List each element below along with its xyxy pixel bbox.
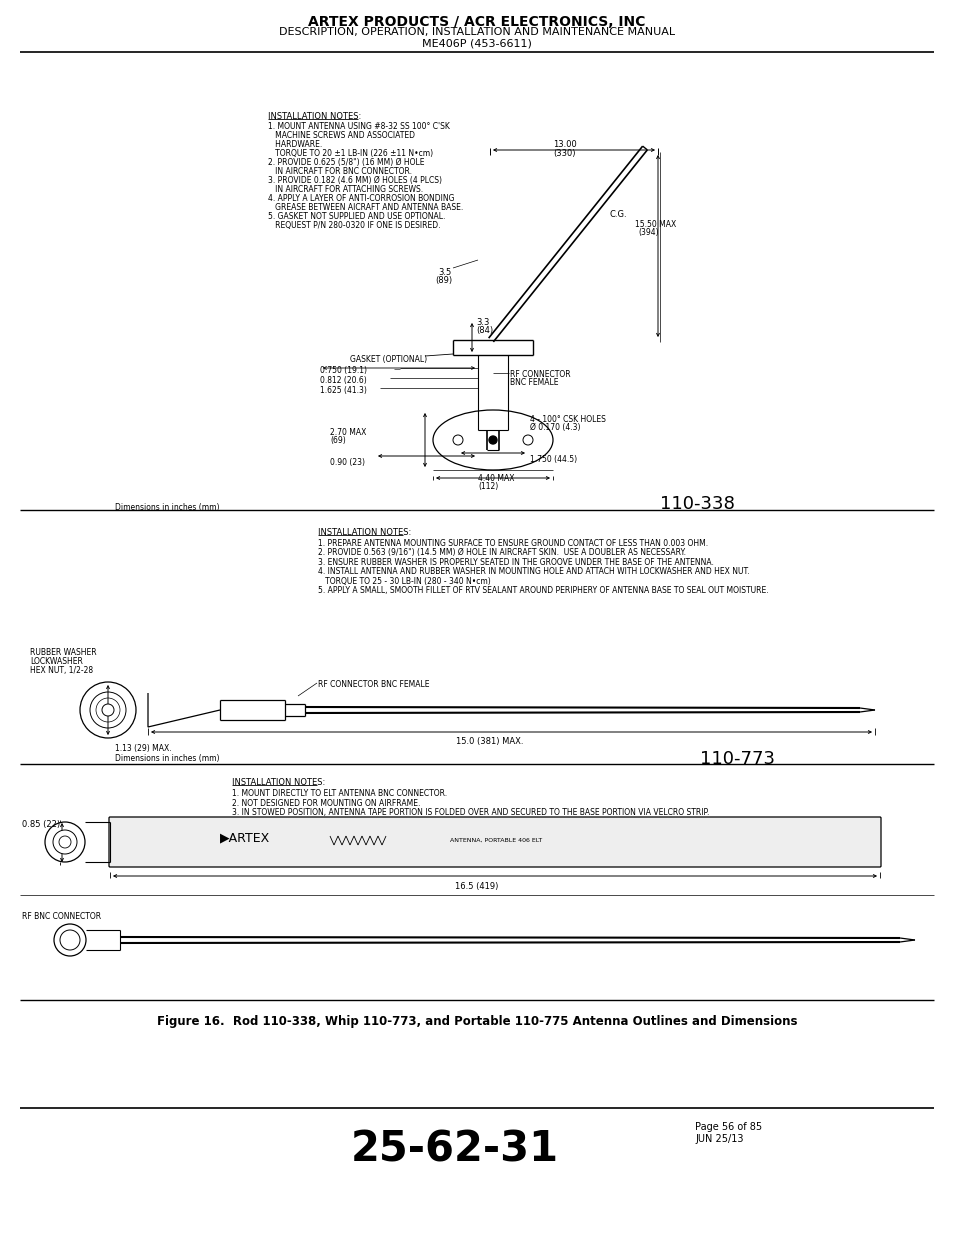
Circle shape xyxy=(45,823,85,862)
Text: JUN 25/13: JUN 25/13 xyxy=(695,1134,742,1144)
Circle shape xyxy=(522,435,533,445)
Text: 2.70 MAX: 2.70 MAX xyxy=(330,429,366,437)
Text: 16.5 (419): 16.5 (419) xyxy=(455,882,498,890)
Text: 4.40 MAX: 4.40 MAX xyxy=(477,474,514,483)
Text: 13.00: 13.00 xyxy=(553,140,577,149)
Text: (89): (89) xyxy=(435,275,452,285)
Text: 2. PROVIDE 0.563 (9/16") (14.5 MM) Ø HOLE IN AIRCRAFT SKIN.  USE A DOUBLER AS NE: 2. PROVIDE 0.563 (9/16") (14.5 MM) Ø HOL… xyxy=(317,548,685,557)
Text: (330): (330) xyxy=(553,149,576,158)
Text: Page 56 of 85: Page 56 of 85 xyxy=(695,1123,761,1132)
Text: Dimensions in inches (mm): Dimensions in inches (mm) xyxy=(115,503,219,513)
Text: INSTALLATION NOTES:: INSTALLATION NOTES: xyxy=(317,529,411,537)
Text: REQUEST P/N 280-0320 IF ONE IS DESIRED.: REQUEST P/N 280-0320 IF ONE IS DESIRED. xyxy=(268,221,440,230)
Text: RF CONNECTOR BNC FEMALE: RF CONNECTOR BNC FEMALE xyxy=(317,680,429,689)
Text: HARDWARE.: HARDWARE. xyxy=(268,140,322,149)
Circle shape xyxy=(53,830,77,853)
Text: 0.750 (19.1): 0.750 (19.1) xyxy=(319,366,367,375)
FancyBboxPatch shape xyxy=(109,818,880,867)
Text: INSTALLATION NOTES:: INSTALLATION NOTES: xyxy=(232,778,325,787)
Circle shape xyxy=(90,692,126,727)
Circle shape xyxy=(102,704,113,716)
Ellipse shape xyxy=(433,410,553,471)
Text: ▶ARTEX: ▶ARTEX xyxy=(220,831,270,845)
Text: 0.812 (20.6): 0.812 (20.6) xyxy=(319,375,366,385)
Text: 1. PREPARE ANTENNA MOUNTING SURFACE TO ENSURE GROUND CONTACT OF LESS THAN 0.003 : 1. PREPARE ANTENNA MOUNTING SURFACE TO E… xyxy=(317,538,707,548)
Text: DESCRIPTION, OPERATION, INSTALLATION AND MAINTENANCE MANUAL: DESCRIPTION, OPERATION, INSTALLATION AND… xyxy=(278,27,675,37)
Text: 4. INSTALL ANTENNA AND RUBBER WASHER IN MOUNTING HOLE AND ATTACH WITH LOCKWASHER: 4. INSTALL ANTENNA AND RUBBER WASHER IN … xyxy=(317,568,749,577)
Text: 5. GASKET NOT SUPPLIED AND USE OPTIONAL.: 5. GASKET NOT SUPPLIED AND USE OPTIONAL. xyxy=(268,212,445,221)
Text: HEX NUT, 1/2-28: HEX NUT, 1/2-28 xyxy=(30,666,93,676)
Circle shape xyxy=(96,698,120,722)
Circle shape xyxy=(60,930,80,950)
Text: (69): (69) xyxy=(330,436,345,445)
Text: TORQUE TO 25 - 30 LB-IN (280 - 340 N•cm): TORQUE TO 25 - 30 LB-IN (280 - 340 N•cm) xyxy=(317,577,490,585)
Circle shape xyxy=(59,836,71,848)
Text: Ø 0.170 (4.3): Ø 0.170 (4.3) xyxy=(530,424,579,432)
Text: TORQUE TO 20 ±1 LB-IN (226 ±11 N•cm): TORQUE TO 20 ±1 LB-IN (226 ±11 N•cm) xyxy=(268,149,433,158)
Text: 3. IN STOWED POSITION, ANTENNA TAPE PORTION IS FOLDED OVER AND SECURED TO THE BA: 3. IN STOWED POSITION, ANTENNA TAPE PORT… xyxy=(232,808,709,818)
Text: LOCKWASHER: LOCKWASHER xyxy=(30,657,83,666)
Text: 110-773: 110-773 xyxy=(700,750,774,768)
Text: GASKET (OPTIONAL): GASKET (OPTIONAL) xyxy=(350,354,427,364)
Circle shape xyxy=(489,436,497,445)
Text: 4 - 100° CSK HOLES: 4 - 100° CSK HOLES xyxy=(530,415,605,424)
Text: ANTENNA, PORTABLE 406 ELT: ANTENNA, PORTABLE 406 ELT xyxy=(450,837,541,842)
Circle shape xyxy=(54,924,86,956)
Text: RUBBER WASHER: RUBBER WASHER xyxy=(30,648,96,657)
Text: 1.625 (41.3): 1.625 (41.3) xyxy=(319,387,367,395)
Text: 3. ENSURE RUBBER WASHER IS PROPERLY SEATED IN THE GROOVE UNDER THE BASE OF THE A: 3. ENSURE RUBBER WASHER IS PROPERLY SEAT… xyxy=(317,558,713,567)
Text: ARTEX PRODUCTS / ACR ELECTRONICS, INC: ARTEX PRODUCTS / ACR ELECTRONICS, INC xyxy=(308,15,645,28)
Text: (84): (84) xyxy=(476,326,493,335)
Text: 2. PROVIDE 0.625 (5/8") (16 MM) Ø HOLE: 2. PROVIDE 0.625 (5/8") (16 MM) Ø HOLE xyxy=(268,158,424,167)
Text: MACHINE SCREWS AND ASSOCIATED: MACHINE SCREWS AND ASSOCIATED xyxy=(268,131,415,140)
Text: RF CONNECTOR: RF CONNECTOR xyxy=(510,370,570,379)
Text: 0.85 (22): 0.85 (22) xyxy=(22,820,60,829)
Text: INSTALLATION NOTES:: INSTALLATION NOTES: xyxy=(268,112,361,121)
Text: 3.3: 3.3 xyxy=(476,317,489,327)
Text: (112): (112) xyxy=(477,482,497,492)
Text: IN AIRCRAFT FOR BNC CONNECTOR.: IN AIRCRAFT FOR BNC CONNECTOR. xyxy=(268,167,412,177)
Text: Dimensions in inches (mm): Dimensions in inches (mm) xyxy=(115,755,219,763)
Text: RF BNC CONNECTOR: RF BNC CONNECTOR xyxy=(22,911,101,921)
Text: 4. APPLY A LAYER OF ANTI-CORROSION BONDING: 4. APPLY A LAYER OF ANTI-CORROSION BONDI… xyxy=(268,194,454,203)
Text: BNC FEMALE: BNC FEMALE xyxy=(510,378,558,387)
Text: 1. MOUNT ANTENNA USING #8-32 SS 100° C'SK: 1. MOUNT ANTENNA USING #8-32 SS 100° C'S… xyxy=(268,122,450,131)
Text: 15.50 MAX: 15.50 MAX xyxy=(635,220,676,228)
Text: (394): (394) xyxy=(638,228,658,237)
Text: ME406P (453-6611): ME406P (453-6611) xyxy=(421,40,532,49)
Text: 1.13 (29) MAX.: 1.13 (29) MAX. xyxy=(115,743,172,753)
Circle shape xyxy=(80,682,136,739)
Text: GREASE BETWEEN AICRAFT AND ANTENNA BASE.: GREASE BETWEEN AICRAFT AND ANTENNA BASE. xyxy=(268,203,463,212)
Text: IN AIRCRAFT FOR ATTACHING SCREWS.: IN AIRCRAFT FOR ATTACHING SCREWS. xyxy=(268,185,423,194)
Text: Figure 16.  Rod 110-338, Whip 110-773, and Portable 110-775 Antenna Outlines and: Figure 16. Rod 110-338, Whip 110-773, an… xyxy=(156,1015,797,1028)
Polygon shape xyxy=(148,693,220,727)
Text: 1. MOUNT DIRECTLY TO ELT ANTENNA BNC CONNECTOR.: 1. MOUNT DIRECTLY TO ELT ANTENNA BNC CON… xyxy=(232,789,447,798)
Text: 0.90 (23): 0.90 (23) xyxy=(330,458,365,467)
Text: 2. NOT DESIGNED FOR MOUNTING ON AIRFRAME.: 2. NOT DESIGNED FOR MOUNTING ON AIRFRAME… xyxy=(232,799,420,808)
Text: 3.5: 3.5 xyxy=(438,268,452,277)
Text: 3. PROVIDE 0.182 (4.6 MM) Ø HOLES (4 PLCS): 3. PROVIDE 0.182 (4.6 MM) Ø HOLES (4 PLC… xyxy=(268,177,441,185)
Text: 15.0 (381) MAX.: 15.0 (381) MAX. xyxy=(456,737,523,746)
Text: 1.750 (44.5): 1.750 (44.5) xyxy=(530,454,577,464)
Circle shape xyxy=(453,435,462,445)
Text: 110-338: 110-338 xyxy=(659,495,734,513)
Text: 5. APPLY A SMALL, SMOOTH FILLET OF RTV SEALANT AROUND PERIPHERY OF ANTENNA BASE : 5. APPLY A SMALL, SMOOTH FILLET OF RTV S… xyxy=(317,587,768,595)
Text: C.G.: C.G. xyxy=(609,210,627,219)
Text: 25-62-31: 25-62-31 xyxy=(351,1128,558,1170)
